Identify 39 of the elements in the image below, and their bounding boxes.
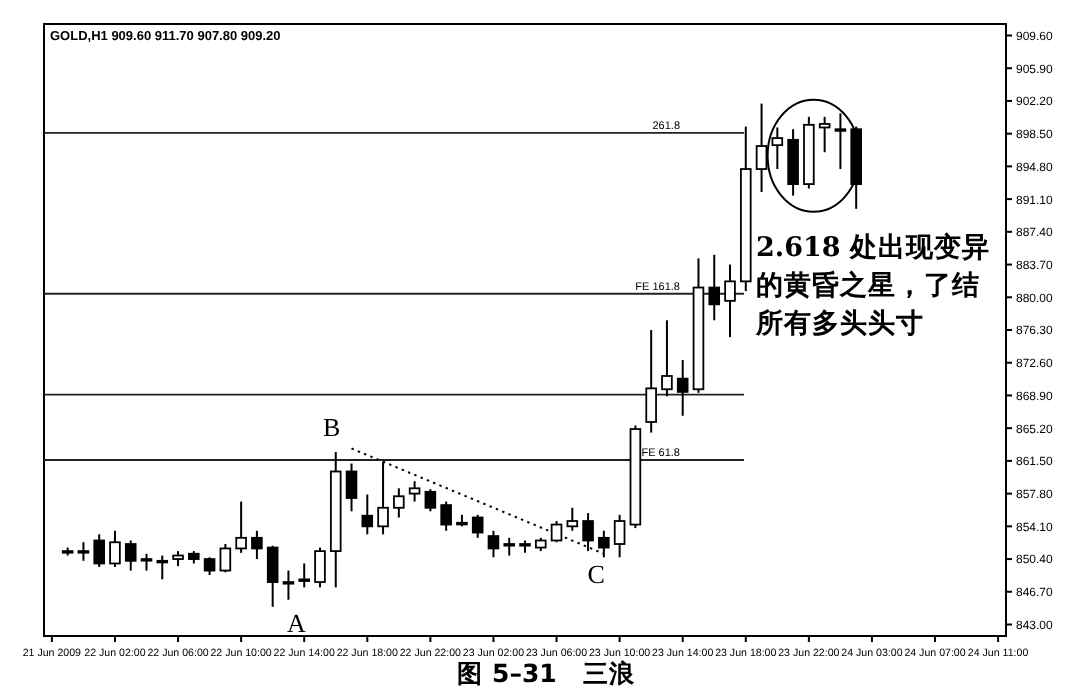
candlestick (361, 493, 374, 536)
candlestick (124, 539, 137, 572)
candlestick (661, 319, 673, 398)
candlestick (724, 263, 736, 339)
candlestick (550, 520, 563, 544)
candlestick (818, 115, 831, 154)
candlestick (471, 513, 484, 539)
candlestick (377, 460, 389, 536)
candlestick (314, 546, 326, 589)
candlestick (298, 562, 310, 589)
candlestick (266, 544, 279, 608)
candlestick (771, 126, 784, 171)
annotation: B (323, 412, 342, 443)
candlestick (676, 359, 689, 417)
candlestick (440, 500, 452, 532)
candlestick (282, 569, 295, 601)
candlestick (393, 487, 405, 519)
candlestick (645, 329, 657, 434)
candlestick (787, 128, 799, 197)
candlestick (219, 543, 232, 574)
candlestick (77, 541, 90, 562)
candlestick (834, 112, 847, 171)
candlestick (755, 102, 768, 194)
candlestick (708, 253, 721, 322)
candlestick (408, 480, 421, 503)
annotation: 2.618 处出现变异的黄昏之星，了结所有多头头寸 (754, 230, 990, 340)
candlestick (109, 529, 121, 569)
candlestick (93, 533, 105, 569)
candlestick (566, 506, 579, 532)
candlestick (424, 488, 437, 513)
annotation: A (287, 607, 308, 638)
candlestick (235, 500, 247, 554)
annotation: C (587, 559, 605, 590)
candlestick (251, 529, 263, 561)
candlestick (487, 529, 500, 559)
candlestick (613, 513, 626, 559)
candlestick (345, 462, 358, 513)
candlestick (156, 554, 169, 581)
text: 图 5–31 三浪 (457, 658, 637, 688)
